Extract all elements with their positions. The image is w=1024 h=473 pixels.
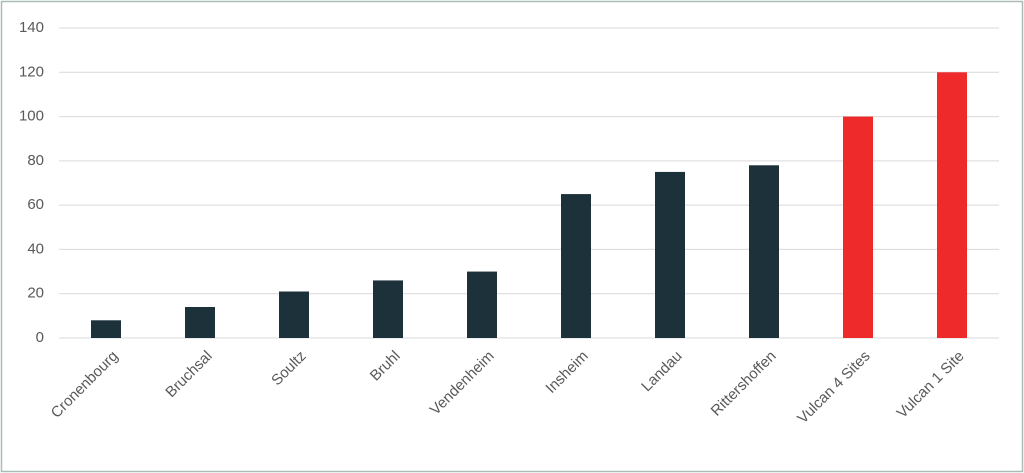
- bar: [279, 291, 309, 338]
- bar: [843, 116, 873, 338]
- x-tick-label: Vulcan 1 Site: [893, 348, 967, 422]
- bar: [185, 307, 215, 338]
- y-tick-label: 80: [27, 152, 44, 169]
- bar: [655, 171, 685, 338]
- x-tick-label: Cronenbourg: [48, 348, 122, 422]
- x-tick-label: Bruchsal: [162, 348, 215, 401]
- x-tick-label: Insheim: [542, 348, 591, 397]
- bar: [373, 280, 403, 338]
- bar: [749, 165, 779, 338]
- bar: [937, 72, 967, 339]
- bar: [467, 271, 497, 338]
- y-tick-label: 140: [19, 19, 44, 36]
- x-tick-label: Rittershoffen: [708, 348, 780, 420]
- y-tick-label: 40: [27, 240, 44, 257]
- y-tick-label: 20: [27, 285, 44, 302]
- y-tick-label: 60: [27, 196, 44, 213]
- y-tick-label: 120: [19, 63, 44, 80]
- x-tick-label: Bruhl: [367, 348, 404, 385]
- x-tick-label: Landau: [638, 348, 685, 395]
- bar: [91, 320, 121, 338]
- x-tick-label: Vulcan 4 Sites: [794, 348, 873, 427]
- y-tick-label: 0: [36, 329, 44, 346]
- bar: [561, 194, 591, 338]
- x-tick-label: Vendenheim: [427, 348, 498, 419]
- y-tick-label: 100: [19, 108, 44, 125]
- x-tick-label: Soultz: [268, 348, 310, 390]
